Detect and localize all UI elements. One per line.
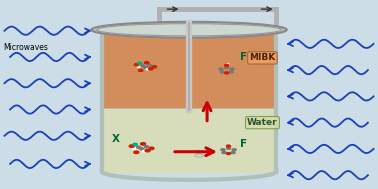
Text: MIBK: MIBK [249,53,276,62]
Circle shape [138,69,143,71]
Text: Microwaves: Microwaves [4,43,49,52]
Circle shape [141,65,144,67]
Circle shape [228,144,231,146]
Circle shape [136,146,141,148]
Text: F: F [240,52,247,62]
Circle shape [134,64,139,66]
Circle shape [226,64,229,65]
Circle shape [144,146,149,148]
FancyBboxPatch shape [103,108,275,173]
Circle shape [229,71,233,73]
Circle shape [137,66,140,68]
Circle shape [222,152,226,154]
Circle shape [148,64,152,66]
Circle shape [149,68,153,70]
Circle shape [226,147,231,149]
Circle shape [144,66,147,68]
Circle shape [133,143,138,146]
Ellipse shape [91,22,287,38]
Circle shape [132,148,136,149]
Circle shape [225,64,229,66]
Circle shape [225,67,229,69]
Circle shape [219,68,223,70]
Circle shape [220,71,224,73]
Text: X: X [112,134,119,144]
Circle shape [141,143,146,145]
Circle shape [230,68,234,70]
Circle shape [226,153,231,155]
Text: F: F [240,139,247,149]
Circle shape [231,152,235,154]
Circle shape [129,145,134,147]
Circle shape [221,149,225,151]
Circle shape [138,62,142,64]
Circle shape [145,149,150,152]
Circle shape [146,69,149,70]
Circle shape [140,148,144,150]
Text: Water: Water [247,118,278,127]
Ellipse shape [97,24,281,36]
FancyBboxPatch shape [103,29,275,108]
Circle shape [143,150,146,152]
Circle shape [134,151,139,153]
Circle shape [226,145,231,147]
Circle shape [225,72,229,74]
Circle shape [149,147,154,149]
Circle shape [144,62,149,64]
Circle shape [152,66,156,68]
Circle shape [232,149,236,151]
